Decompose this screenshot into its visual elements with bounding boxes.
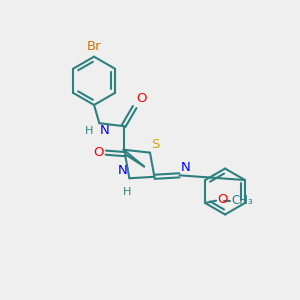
Text: O: O [218, 193, 228, 206]
Text: Br: Br [87, 40, 101, 53]
Text: CH₃: CH₃ [231, 194, 253, 207]
Text: N: N [118, 164, 128, 177]
Text: H: H [85, 126, 93, 136]
Text: N: N [181, 161, 190, 174]
Text: S: S [152, 138, 160, 151]
Text: N: N [100, 124, 110, 137]
Text: H: H [123, 187, 131, 196]
Text: O: O [136, 92, 147, 105]
Text: O: O [93, 146, 104, 159]
